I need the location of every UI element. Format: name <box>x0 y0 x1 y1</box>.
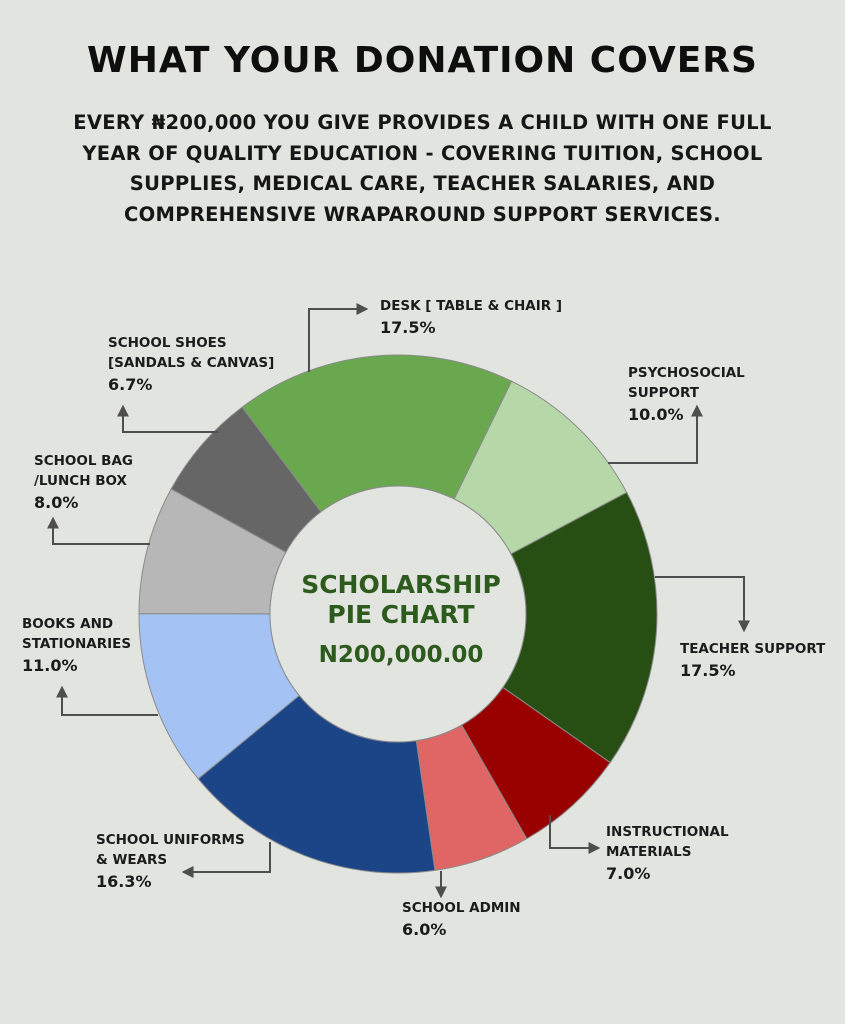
slice-label-8-line-2: [SANDALS & CANVAS] <box>108 355 274 371</box>
slice-value-5: 16.3% <box>96 872 152 891</box>
slice-label-2-line-1: TEACHER SUPPORT <box>680 641 826 657</box>
donut-hole <box>269 485 527 743</box>
slice-label-7-line-2: /LUNCH BOX <box>34 473 128 489</box>
slice-label-8-line-1: SCHOOL SHOES <box>108 335 227 351</box>
leader-arrow-9 <box>308 303 369 372</box>
leader-arrow-6 <box>56 685 158 716</box>
center-title-line2: PIE CHART <box>327 600 474 629</box>
slice-label-5-line-1: SCHOOL UNIFORMS <box>96 832 245 848</box>
page-title: WHAT YOUR DONATION COVERS <box>87 40 758 81</box>
leader-arrow-8 <box>117 404 218 433</box>
slice-label-7-line-1: SCHOOL BAG <box>34 453 133 469</box>
slice-value-6: 11.0% <box>22 656 78 675</box>
page-subtitle: EVERY ₦200,000 YOU GIVE PROVIDES A CHILD… <box>73 111 772 226</box>
slice-label-1-line-2: SUPPORT <box>628 385 700 401</box>
slice-label-9-line-1: DESK [ TABLE & CHAIR ] <box>380 298 562 314</box>
slice-label-6-line-2: STATIONARIES <box>22 636 131 652</box>
slice-label-1-line-1: PSYCHOSOCIAL <box>628 365 745 381</box>
slice-label-3-line-1: INSTRUCTIONAL <box>606 824 729 840</box>
slice-label-5-line-2: & WEARS <box>96 852 167 868</box>
slice-label-4-line-1: SCHOOL ADMIN <box>402 900 521 916</box>
slice-value-8: 6.7% <box>108 375 152 394</box>
slice-value-1: 10.0% <box>628 405 684 424</box>
leader-arrow-5 <box>181 842 271 878</box>
slice-value-3: 7.0% <box>606 864 650 883</box>
center-amount: N200,000.00 <box>319 642 484 668</box>
slice-value-4: 6.0% <box>402 920 446 939</box>
slice-value-7: 8.0% <box>34 493 78 512</box>
leader-arrow-3 <box>549 815 601 854</box>
leader-arrow-2 <box>655 576 750 633</box>
leader-arrow-1 <box>608 404 703 464</box>
slice-value-2: 17.5% <box>680 661 736 680</box>
slice-label-3-line-2: MATERIALS <box>606 844 691 860</box>
slice-value-9: 17.5% <box>380 318 436 337</box>
leader-arrow-7 <box>47 516 150 545</box>
slice-label-6-line-1: BOOKS AND <box>22 616 113 632</box>
center-title-line1: SCHOLARSHIP <box>301 570 501 599</box>
